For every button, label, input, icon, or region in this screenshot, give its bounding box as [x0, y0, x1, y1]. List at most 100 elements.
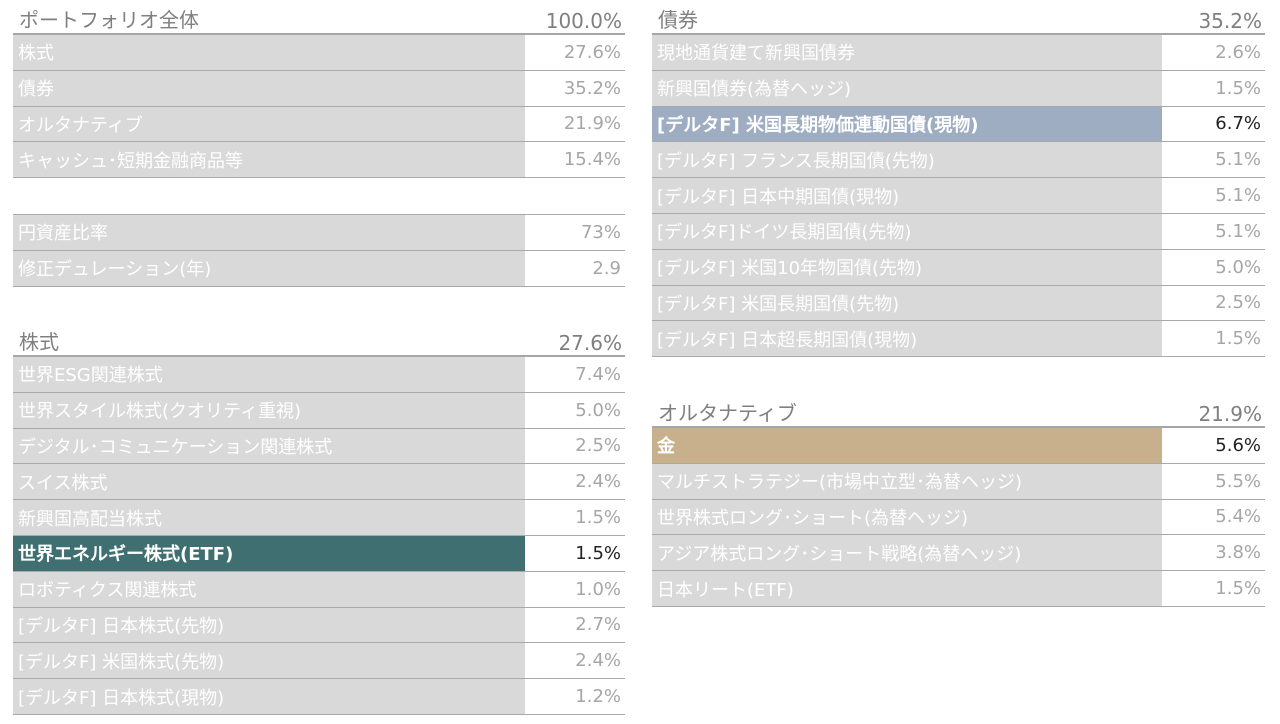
- portfolio-title: ポートフォリオ全体: [19, 8, 199, 32]
- row-value: 2.4%: [525, 643, 625, 679]
- table-row: [デルタF] フランス長期国債(先物) 5.1%: [652, 142, 1265, 179]
- bonds-total: 35.2%: [1198, 9, 1262, 33]
- row-label: [デルタF] 米国10年物国債(先物): [652, 249, 1162, 285]
- row-label: デジタル･コミュニケーション関連株式: [13, 428, 525, 464]
- metrics-section: 円資産比率 73% 修正デュレーション(年) 2.9: [13, 214, 625, 287]
- alternatives-title: オルタナティブ: [658, 401, 797, 425]
- row-value: 5.6%: [1162, 428, 1265, 463]
- row-value: 1.2%: [525, 679, 625, 714]
- table-row: マルチストラテジー(市場中立型･為替ヘッジ) 5.5%: [652, 463, 1265, 500]
- row-label: [デルタF] 米国株式(先物): [13, 643, 525, 679]
- row-label: 世界株式ロング･ショート(為替ヘッジ): [652, 499, 1162, 535]
- table-row: [デルタF] 日本株式(現物) 1.2%: [13, 679, 625, 715]
- table-row: [デルタF]ドイツ長期国債(先物) 5.1%: [652, 213, 1265, 250]
- row-value: 2.9: [525, 250, 625, 286]
- row-value: 5.1%: [1162, 213, 1265, 249]
- alternatives-total: 21.9%: [1198, 402, 1262, 426]
- table-row: 現地通貨建て新興国債券 2.6%: [652, 35, 1265, 71]
- metrics-rows: 円資産比率 73% 修正デュレーション(年) 2.9: [13, 215, 625, 287]
- portfolio-header: ポートフォリオ全体 100.0%: [13, 0, 625, 35]
- row-label: 円資産比率: [13, 215, 525, 250]
- equity-section: 株式 27.6% 世界ESG関連株式 7.4% 世界スタイル株式(クオリティ重視) 5…: [13, 322, 625, 715]
- row-label: 新興国債券(為替ヘッジ): [652, 70, 1162, 106]
- table-row: [デルタF] 日本中期国債(現物) 5.1%: [652, 178, 1265, 214]
- equity-rows: 世界ESG関連株式 7.4% 世界スタイル株式(クオリティ重視) 5.0% デジタル･コ…: [13, 357, 625, 715]
- row-label: 世界エネルギー株式(ETF): [13, 535, 525, 571]
- row-value: 3.8%: [1162, 535, 1265, 571]
- row-label: スイス株式: [13, 464, 525, 500]
- equity-total: 27.6%: [558, 331, 622, 355]
- row-label: [デルタF] 日本株式(現物): [13, 679, 525, 714]
- table-row: 円資産比率 73%: [13, 215, 625, 251]
- table-row: アジア株式ロング･ショート戦略(為替ヘッジ) 3.8%: [652, 535, 1265, 572]
- row-value: 35.2%: [525, 70, 625, 106]
- row-value: 1.5%: [525, 500, 625, 535]
- row-value: 15.4%: [525, 142, 625, 178]
- table-row: 債券 35.2%: [13, 70, 625, 107]
- row-label: 新興国高配当株式: [13, 500, 525, 535]
- row-value: 2.7%: [525, 607, 625, 643]
- row-value: 6.7%: [1162, 106, 1265, 142]
- row-label: オルタナティブ: [13, 106, 525, 142]
- row-value: 5.4%: [1162, 499, 1265, 535]
- table-row: ロボティクス関連株式 1.0%: [13, 571, 625, 608]
- table-row: 世界株式ロング･ショート(為替ヘッジ) 5.4%: [652, 499, 1265, 536]
- row-value: 73%: [525, 215, 625, 250]
- row-value: 5.0%: [525, 392, 625, 428]
- portfolio-total: 100.0%: [545, 9, 622, 33]
- table-row: [デルタF] 米国株式(先物) 2.4%: [13, 643, 625, 680]
- row-value: 1.0%: [525, 571, 625, 607]
- row-label: 日本リート(ETF): [652, 571, 1162, 606]
- table-row: [デルタF] 米国10年物国債(先物) 5.0%: [652, 249, 1265, 286]
- bonds-rows: 現地通貨建て新興国債券 2.6% 新興国債券(為替ヘッジ) 1.5% [デルタF] 米国…: [652, 35, 1265, 358]
- row-label: [デルタF] フランス長期国債(先物): [652, 142, 1162, 178]
- row-value: 1.5%: [1162, 321, 1265, 357]
- row-label: マルチストラテジー(市場中立型･為替ヘッジ): [652, 463, 1162, 499]
- row-label: [デルタF]ドイツ長期国債(先物): [652, 213, 1162, 249]
- table-row: [デルタF] 米国長期国債(先物) 2.5%: [652, 285, 1265, 322]
- row-label: アジア株式ロング･ショート戦略(為替ヘッジ): [652, 535, 1162, 571]
- row-label: 修正デュレーション(年): [13, 250, 525, 286]
- table-row: 修正デュレーション(年) 2.9: [13, 250, 625, 287]
- table-row: 株式 27.6%: [13, 35, 625, 71]
- table-row: デジタル･コミュニケーション関連株式 2.5%: [13, 428, 625, 465]
- row-value: 2.4%: [525, 464, 625, 500]
- table-row: オルタナティブ 21.9%: [13, 106, 625, 143]
- row-value: 1.5%: [1162, 571, 1265, 606]
- portfolio-rows: 株式 27.6% 債券 35.2% オルタナティブ 21.9% キャッシュ･短期金融商品等 1…: [13, 35, 625, 179]
- row-label: ロボティクス関連株式: [13, 571, 525, 607]
- row-label: [デルタF] 米国長期物価連動国債(現物): [652, 106, 1162, 142]
- equity-header: 株式 27.6%: [13, 322, 625, 357]
- row-value: 7.4%: [525, 357, 625, 392]
- row-value: 5.1%: [1162, 142, 1265, 178]
- row-value: 5.1%: [1162, 178, 1265, 213]
- row-value: 27.6%: [525, 35, 625, 70]
- alternatives-header: オルタナティブ 21.9%: [652, 393, 1265, 428]
- table-row: 世界ESG関連株式 7.4%: [13, 357, 625, 393]
- row-label: 株式: [13, 35, 525, 70]
- table-row: 新興国債券(為替ヘッジ) 1.5%: [652, 70, 1265, 107]
- table-row: 世界エネルギー株式(ETF) 1.5%: [13, 535, 625, 572]
- table-row: [デルタF] 日本株式(先物) 2.7%: [13, 607, 625, 644]
- alternatives-rows: 金 5.6% マルチストラテジー(市場中立型･為替ヘッジ) 5.5% 世界株式ロング･シ…: [652, 428, 1265, 607]
- table-row: キャッシュ･短期金融商品等 15.4%: [13, 142, 625, 179]
- row-value: 2.6%: [1162, 35, 1265, 70]
- table-row: 世界スタイル株式(クオリティ重視) 5.0%: [13, 392, 625, 429]
- bonds-section: 債券 35.2% 現地通貨建て新興国債券 2.6% 新興国債券(為替ヘッジ) 1.5%…: [652, 0, 1265, 358]
- row-label: 債券: [13, 70, 525, 106]
- table-row: 日本リート(ETF) 1.5%: [652, 571, 1265, 607]
- alternatives-section: オルタナティブ 21.9% 金 5.6% マルチストラテジー(市場中立型･為替ヘッジ…: [652, 393, 1265, 607]
- table-row: [デルタF] 日本超長期国債(現物) 1.5%: [652, 321, 1265, 358]
- row-label: 金: [652, 428, 1162, 463]
- row-label: キャッシュ･短期金融商品等: [13, 142, 525, 178]
- table-row: スイス株式 2.4%: [13, 464, 625, 501]
- equity-title: 株式: [19, 330, 59, 354]
- row-label: [デルタF] 日本株式(先物): [13, 607, 525, 643]
- row-label: [デルタF] 米国長期国債(先物): [652, 285, 1162, 321]
- table-row: [デルタF] 米国長期物価連動国債(現物) 6.7%: [652, 106, 1265, 143]
- bonds-header: 債券 35.2%: [652, 0, 1265, 35]
- row-value: 1.5%: [1162, 70, 1265, 106]
- row-label: 現地通貨建て新興国債券: [652, 35, 1162, 70]
- row-value: 5.5%: [1162, 463, 1265, 499]
